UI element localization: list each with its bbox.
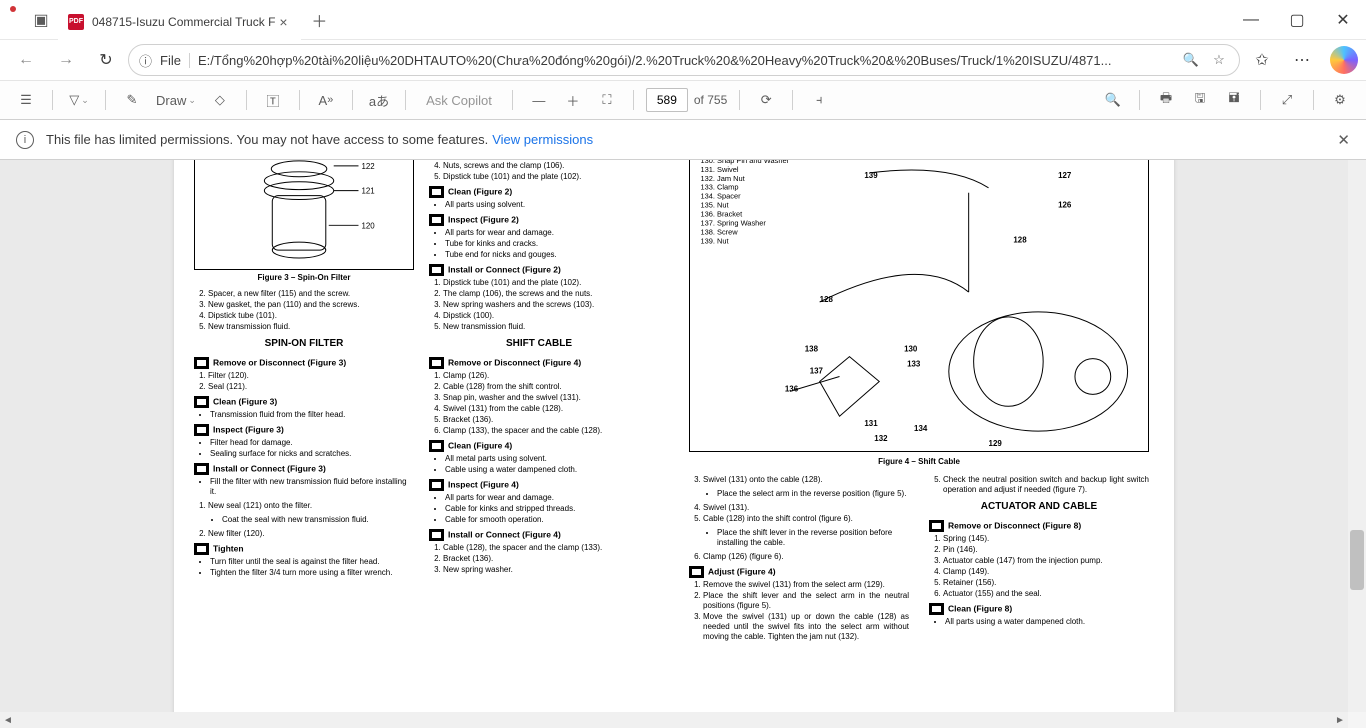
- draw-button[interactable]: Draw⌄: [152, 86, 200, 114]
- save-as-icon[interactable]: 🖬: [1220, 86, 1248, 114]
- workspaces-icon[interactable]: ▣: [32, 11, 50, 29]
- pdf-icon: PDF: [68, 14, 84, 30]
- scroll-left-icon[interactable]: ◄: [0, 715, 16, 726]
- textbox-icon[interactable]: 🅃: [259, 86, 287, 114]
- svg-text:121: 121: [361, 187, 375, 196]
- svg-text:136. Bracket: 136. Bracket: [700, 210, 743, 219]
- page-view-icon[interactable]: ⫞: [805, 86, 833, 114]
- figure-4-caption: Figure 4 – Shift Cable: [689, 457, 1149, 467]
- svg-text:137: 137: [810, 367, 824, 376]
- svg-text:133: 133: [907, 360, 921, 369]
- close-button[interactable]: ✕: [1320, 0, 1366, 40]
- actuator-heading: ACTUATOR AND CABLE: [929, 501, 1149, 514]
- url-path: E:/Tổng%20hợp%20tài%20liệu%20DHTAUTO%20(…: [198, 53, 1173, 68]
- settings-icon[interactable]: ⚙: [1326, 86, 1354, 114]
- pdf-viewport[interactable]: 122 121 120 Figure 3 – Spin-On Filter Sp…: [0, 160, 1348, 712]
- svg-text:139. Nut: 139. Nut: [700, 236, 729, 245]
- view-permissions-link[interactable]: View permissions: [492, 132, 593, 147]
- svg-text:131: 131: [864, 419, 878, 428]
- fit-width-icon[interactable]: ⛶: [593, 86, 621, 114]
- svg-text:128: 128: [820, 295, 834, 304]
- minimize-button[interactable]: —: [1228, 0, 1274, 40]
- menu-icon[interactable]: ⋯: [1284, 44, 1320, 76]
- translate-icon[interactable]: aあ: [365, 86, 393, 114]
- banner-close-icon[interactable]: ✕: [1337, 131, 1350, 149]
- pdf-toolbar: ☰ ▽⌄ ✎ Draw⌄ ◇ 🅃 A» aあ Ask Copilot — ＋ ⛶…: [0, 80, 1366, 120]
- favorite-icon[interactable]: ☆: [1209, 52, 1229, 68]
- forward-button: →: [48, 44, 84, 76]
- svg-text:120: 120: [361, 221, 375, 230]
- highlight-icon[interactable]: ▽⌄: [65, 86, 93, 114]
- browser-tab[interactable]: PDF 048715-Isuzu Commercial Truck F ×: [58, 6, 301, 40]
- list: Spacer, a new filter (115) and the screw…: [208, 289, 414, 332]
- window-controls: — ▢ ✕: [1228, 0, 1366, 40]
- procedure-icon: [194, 396, 209, 408]
- page-total: of 755: [694, 93, 727, 107]
- svg-text:134: 134: [914, 424, 928, 433]
- notification-dot: [10, 6, 16, 12]
- scroll-right-icon[interactable]: ►: [1332, 715, 1348, 726]
- procedure-icon: [194, 543, 209, 555]
- figure-4: 130. Snap Pin and Washer131. Swivel 132.…: [689, 160, 1149, 452]
- svg-text:126: 126: [1058, 201, 1072, 210]
- url-box[interactable]: ⓘ File E:/Tổng%20hợp%20tài%20liệu%20DHTA…: [128, 44, 1240, 76]
- permissions-banner: i This file has limited permissions. You…: [0, 120, 1366, 160]
- banner-text: This file has limited permissions. You m…: [46, 132, 488, 147]
- svg-text:132: 132: [874, 434, 888, 443]
- svg-text:138. Screw: 138. Screw: [700, 227, 738, 236]
- zoom-out-button[interactable]: —: [525, 86, 553, 114]
- procedure-icon: [194, 424, 209, 436]
- maximize-button[interactable]: ▢: [1274, 0, 1320, 40]
- svg-text:136: 136: [785, 384, 799, 393]
- tab-close-icon[interactable]: ×: [275, 14, 291, 30]
- svg-text:132. Jam Nut: 132. Jam Nut: [700, 174, 745, 183]
- procedure-icon: [194, 463, 209, 475]
- horizontal-scrollbar[interactable]: ◄ ►: [0, 712, 1348, 728]
- erase-icon[interactable]: ◇: [206, 86, 234, 114]
- svg-text:122: 122: [361, 162, 374, 171]
- favorites-icon[interactable]: ✩: [1244, 44, 1280, 76]
- draw-icon[interactable]: ✎: [118, 86, 146, 114]
- zoom-in-button[interactable]: ＋: [559, 86, 587, 114]
- svg-text:129: 129: [989, 439, 1003, 448]
- tab-title: 048715-Isuzu Commercial Truck F: [92, 15, 275, 29]
- scroll-thumb[interactable]: [1350, 530, 1364, 590]
- fullscreen-icon[interactable]: ⤢: [1273, 86, 1301, 114]
- refresh-button[interactable]: ↻: [88, 44, 124, 76]
- svg-text:138: 138: [805, 345, 819, 354]
- ask-copilot-button[interactable]: Ask Copilot: [418, 93, 500, 108]
- vertical-scrollbar[interactable]: [1348, 160, 1366, 712]
- contents-icon[interactable]: ☰: [12, 86, 40, 114]
- info-icon[interactable]: ⓘ: [139, 51, 152, 70]
- spin-on-heading: SPIN-ON FILTER: [194, 338, 414, 351]
- figure-3: 122 121 120: [194, 160, 414, 270]
- page-number-input[interactable]: [646, 88, 688, 112]
- svg-text:127: 127: [1058, 171, 1072, 180]
- svg-text:135. Nut: 135. Nut: [700, 201, 729, 210]
- new-tab-button[interactable]: ＋: [305, 6, 333, 34]
- search-icon[interactable]: 🔍: [1099, 86, 1127, 114]
- svg-text:134. Spacer: 134. Spacer: [700, 192, 741, 201]
- banner-info-icon: i: [16, 131, 34, 149]
- svg-text:131. Swivel: 131. Swivel: [700, 165, 738, 174]
- address-bar: ← → ↻ ⓘ File E:/Tổng%20hợp%20tài%20liệu%…: [0, 40, 1366, 80]
- read-aloud-icon[interactable]: A»: [312, 86, 340, 114]
- pdf-page: 122 121 120 Figure 3 – Spin-On Filter Sp…: [174, 160, 1174, 712]
- zoom-icon[interactable]: 🔍: [1181, 52, 1201, 68]
- svg-text:128: 128: [1013, 235, 1027, 244]
- url-scheme: File: [160, 53, 190, 68]
- shift-cable-heading: SHIFT CABLE: [429, 338, 649, 351]
- print-icon[interactable]: 🖶: [1152, 86, 1180, 114]
- procedure-icon: [194, 357, 209, 369]
- svg-text:139: 139: [864, 171, 878, 180]
- svg-text:130: 130: [904, 345, 918, 354]
- browser-titlebar: ▣ PDF 048715-Isuzu Commercial Truck F × …: [0, 0, 1366, 40]
- svg-text:137. Spring Washer: 137. Spring Washer: [700, 219, 766, 228]
- back-button[interactable]: ←: [8, 44, 44, 76]
- rotate-icon[interactable]: ⟳: [752, 86, 780, 114]
- svg-text:133. Clamp: 133. Clamp: [700, 183, 738, 192]
- save-icon[interactable]: 🖫: [1186, 86, 1214, 114]
- copilot-icon[interactable]: [1330, 46, 1358, 74]
- figure-3-caption: Figure 3 – Spin-On Filter: [194, 273, 414, 283]
